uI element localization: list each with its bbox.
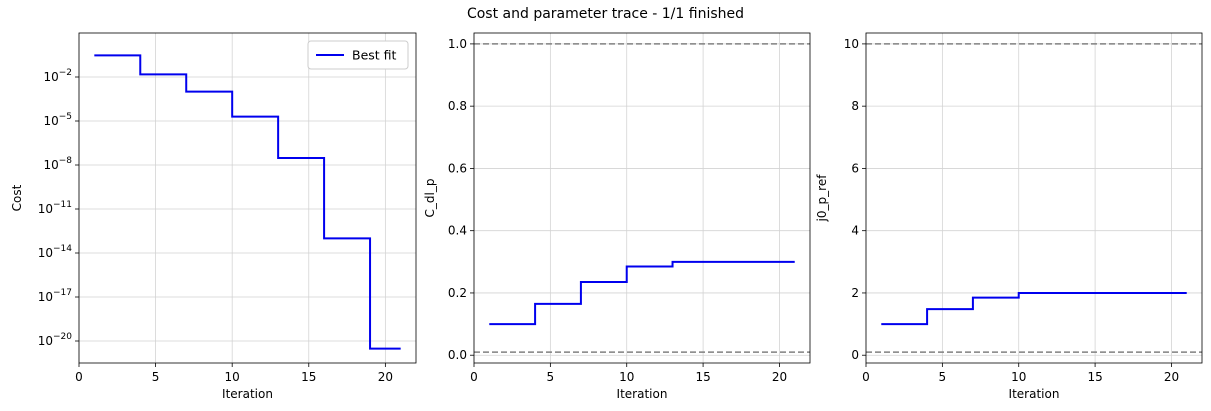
y-axis-label: C_dl_p	[423, 179, 437, 218]
legend-label: Best fit	[352, 48, 397, 63]
x-tick-label: 0	[470, 370, 478, 384]
x-tick-label: 0	[75, 370, 83, 384]
y-tick-label: 2	[851, 286, 859, 300]
plot-frame	[473, 32, 811, 364]
series-line-1	[94, 54, 401, 350]
x-tick-label: 15	[1087, 370, 1102, 384]
y-tick-label: 0	[851, 348, 859, 362]
y-tick-label: 8	[851, 99, 859, 113]
plot-frame	[78, 32, 417, 364]
x-tick-label: 5	[939, 370, 947, 384]
chart-panel-1: 0 5 10 15 20 10−2 10−5 10−8 10−11 10−14 10−17 10−20…	[10, 32, 417, 401]
x-tick-label: 5	[152, 370, 160, 384]
y-tick-label: 4	[851, 224, 859, 238]
legend-box	[307, 40, 409, 70]
y-tick-label: 10−5	[43, 112, 72, 128]
x-tick-label: 20	[772, 370, 787, 384]
y-tick-label: 10	[844, 37, 859, 51]
x-tick-label: 15	[301, 370, 316, 384]
y-tick-label: 10−11	[38, 200, 72, 216]
y-tick-label: 0.4	[448, 224, 467, 238]
y-tick-label: 0.8	[448, 99, 467, 113]
x-tick-label: 10	[1011, 370, 1026, 384]
y-tick-label: 0.6	[448, 161, 467, 175]
x-tick-label: 10	[225, 370, 240, 384]
chart-panel-2: 0 5 10 15 20 0.0 0.2 0.4 0.6 0.8 1.0 Iteration C_dl_…	[423, 32, 811, 401]
y-axis-label: Cost	[10, 184, 24, 211]
series-line-1	[881, 291, 1187, 326]
y-tick-label: 1.0	[448, 37, 467, 51]
figure-title: Cost and parameter trace - 1/1 finished	[466, 6, 745, 22]
chart-panel-3: 0 5 10 15 20 0 2 4 6 8 10 Iteration j0_p_ref	[815, 32, 1203, 401]
x-axis-label: Iteration	[1009, 387, 1060, 401]
y-tick-label: 0.0	[448, 348, 467, 362]
y-tick-label: 10−8	[43, 156, 72, 172]
y-tick-label: 10−14	[38, 244, 73, 260]
y-tick-label: 10−20	[38, 332, 73, 348]
x-axis-label: Iteration	[222, 387, 273, 401]
x-tick-label: 20	[378, 370, 393, 384]
x-tick-label: 15	[695, 370, 710, 384]
x-tick-label: 10	[619, 370, 634, 384]
x-tick-label: 0	[862, 370, 870, 384]
y-axis-label: j0_p_ref	[815, 174, 829, 223]
x-tick-label: 20	[1164, 370, 1179, 384]
x-tick-label: 5	[547, 370, 555, 384]
plot-frame	[865, 32, 1203, 364]
x-axis-label: Iteration	[617, 387, 668, 401]
y-tick-label: 10−2	[43, 68, 72, 84]
y-tick-label: 0.2	[448, 286, 467, 300]
y-tick-label: 10−17	[38, 288, 72, 304]
series-line-1	[489, 260, 795, 326]
y-tick-label: 6	[851, 161, 859, 175]
